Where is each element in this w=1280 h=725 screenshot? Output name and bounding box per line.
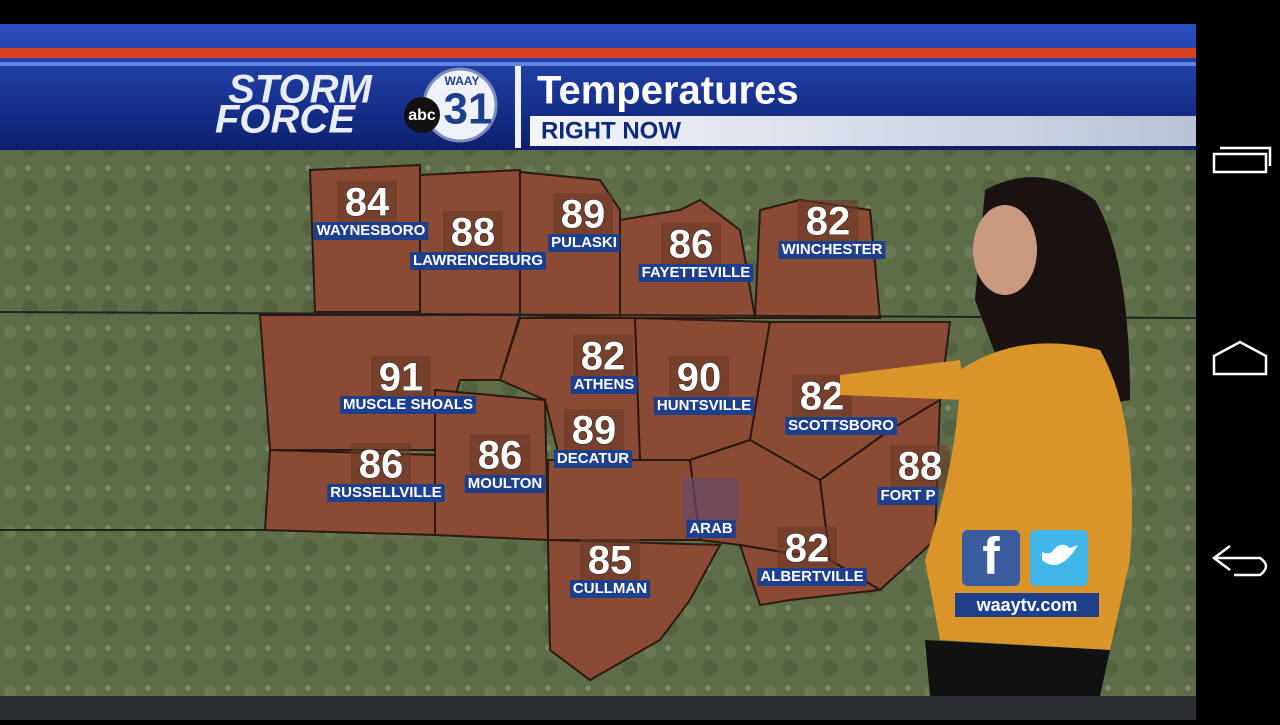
city-name: WINCHESTER xyxy=(782,241,883,258)
city-name: FORT P xyxy=(881,487,936,504)
city-name-box xyxy=(548,234,620,252)
temperature: 82 xyxy=(806,200,851,244)
temperature: 89 xyxy=(572,409,617,453)
temp-box xyxy=(371,356,431,400)
city-name-box xyxy=(778,241,886,259)
city-name-box xyxy=(785,417,897,435)
temp-box xyxy=(351,443,411,487)
temp-box xyxy=(669,356,729,400)
home-button[interactable] xyxy=(1212,340,1268,376)
city-name: CULLMAN xyxy=(573,580,647,597)
city-name: ATHENS xyxy=(574,376,635,393)
city-name-box xyxy=(570,376,638,394)
temp-box xyxy=(564,409,624,453)
temperature: 86 xyxy=(359,443,404,487)
subtitle: RIGHT NOW xyxy=(541,117,681,144)
social-badge: f waaytv.com xyxy=(955,528,1099,617)
city-name-box xyxy=(877,487,939,505)
temperature: 82 xyxy=(785,527,830,571)
temp-box xyxy=(553,193,613,237)
temperature: 89 xyxy=(561,193,606,237)
website: waaytv.com xyxy=(976,595,1078,615)
temp-box xyxy=(890,445,950,489)
city-name-box xyxy=(686,520,736,538)
temp-box xyxy=(798,200,858,244)
city-name: DECATUR xyxy=(557,450,629,467)
temp-box xyxy=(683,478,739,522)
station-logo: WAAY xyxy=(445,74,480,88)
brand-line: FORCE xyxy=(215,98,356,142)
city-name: MOULTON xyxy=(468,475,542,492)
temp-box xyxy=(661,223,721,267)
title: Temperatures xyxy=(537,69,799,113)
temperature: 86 xyxy=(478,434,523,478)
temperature: 86 xyxy=(669,223,714,267)
city-name-box xyxy=(410,252,546,270)
temp-box xyxy=(443,211,503,255)
back-button[interactable] xyxy=(1211,545,1268,577)
facebook-logo: f xyxy=(982,528,1000,586)
city-name-box xyxy=(327,484,445,502)
city-name-box xyxy=(553,450,633,468)
city-name: SCOTTSBORO xyxy=(788,417,894,434)
temperature: 82 xyxy=(581,335,626,379)
city-name-box xyxy=(313,222,429,240)
temperature: 84 xyxy=(345,181,390,225)
city-name: WAYNESBORO xyxy=(317,222,426,239)
temp-box xyxy=(470,434,530,478)
channel-logo: 31 xyxy=(444,85,493,134)
city-name: HUNTSVILLE xyxy=(657,397,751,414)
recents-button[interactable] xyxy=(1212,146,1272,174)
city-name: RUSSELLVILLE xyxy=(330,484,441,501)
city-name: ARAB xyxy=(689,520,732,537)
temperature: 91 xyxy=(379,356,424,400)
city-name: LAWRENCEBURG xyxy=(413,252,543,269)
bottom-bar xyxy=(0,696,1196,720)
city-name-box xyxy=(569,580,651,598)
city-name-box xyxy=(464,475,546,493)
city-name-box xyxy=(757,568,867,586)
temperature: 88 xyxy=(898,445,943,489)
brand-line: STORM xyxy=(228,68,373,112)
temp-box xyxy=(777,527,837,571)
city-name-box xyxy=(339,396,477,414)
nav-bar xyxy=(1211,146,1272,577)
city-name: FAYETTEVILLE xyxy=(642,264,751,281)
temperature: 82 xyxy=(800,375,845,419)
temp-box xyxy=(337,181,397,225)
city-name: PULASKI xyxy=(551,234,617,251)
temperature: 88 xyxy=(451,211,496,255)
city-name: ALBERTVILLE xyxy=(760,568,863,585)
temp-box xyxy=(573,335,633,379)
temp-box xyxy=(580,539,640,583)
banner: STORM FORCE abc WAAY 31 Temperatures RIG… xyxy=(0,24,1196,150)
city-name-box xyxy=(653,397,755,415)
temperature: 90 xyxy=(677,356,722,400)
network-logo: abc xyxy=(408,107,436,124)
temperature: 85 xyxy=(588,539,633,583)
city-name: MUSCLE SHOALS xyxy=(343,396,473,413)
city-name-box xyxy=(638,264,754,282)
